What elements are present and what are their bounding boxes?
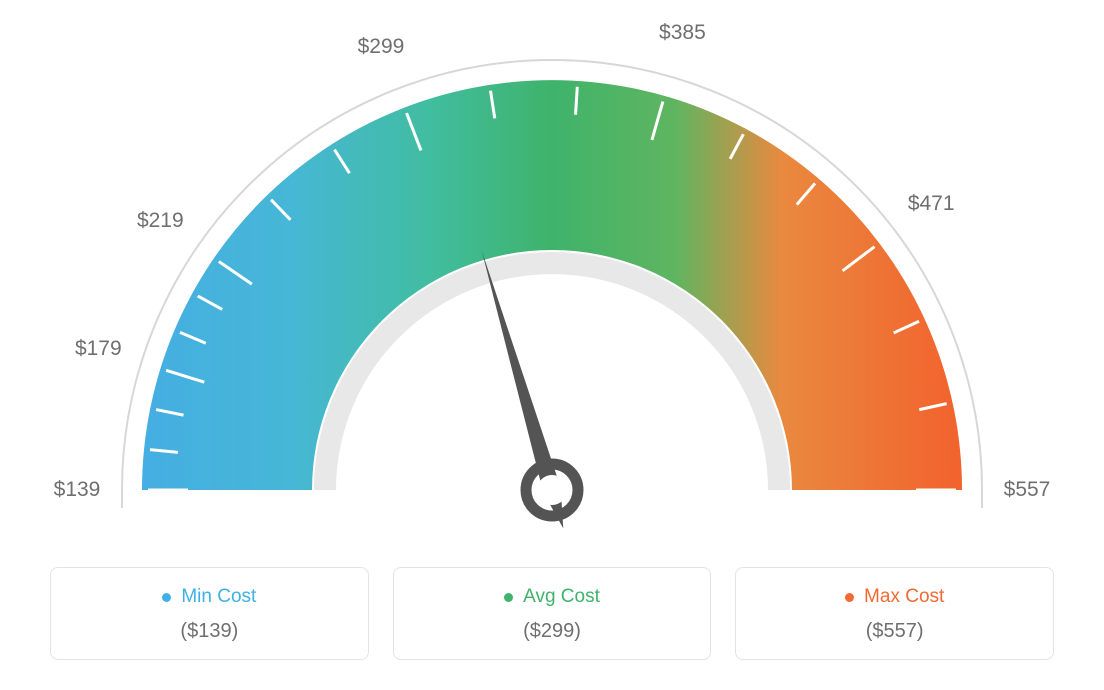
legend-card-min: Min Cost ($139) bbox=[50, 567, 369, 660]
legend-label-avg: Avg Cost bbox=[523, 586, 600, 608]
gauge-tick-label: $299 bbox=[358, 35, 405, 59]
legend-row: Min Cost ($139) Avg Cost ($299) Max Cost… bbox=[50, 567, 1054, 660]
legend-label-min: Min Cost bbox=[181, 586, 256, 608]
gauge-svg bbox=[0, 0, 1104, 560]
legend-card-max: Max Cost ($557) bbox=[735, 567, 1054, 660]
legend-title-avg: Avg Cost bbox=[504, 586, 600, 608]
gauge-area: $139 $179 $219 $299 $385 $471 $557 bbox=[0, 0, 1104, 560]
legend-label-max: Max Cost bbox=[864, 586, 944, 608]
legend-value-max: ($557) bbox=[746, 620, 1043, 643]
legend-title-max: Max Cost bbox=[845, 586, 944, 608]
legend-title-min: Min Cost bbox=[162, 586, 256, 608]
legend-dot-max bbox=[845, 593, 854, 602]
gauge-tick-label: $557 bbox=[1004, 478, 1051, 502]
gauge-tick-label: $385 bbox=[659, 21, 706, 45]
legend-value-avg: ($299) bbox=[404, 620, 701, 643]
gauge-tick-label: $471 bbox=[908, 192, 955, 216]
gauge-tick-label: $139 bbox=[54, 478, 101, 502]
gauge-tick-label: $179 bbox=[75, 337, 122, 361]
cost-gauge-chart: $139 $179 $219 $299 $385 $471 $557 Min Cost ($… bbox=[0, 0, 1104, 690]
legend-dot-avg bbox=[504, 593, 513, 602]
legend-dot-min bbox=[162, 593, 171, 602]
legend-card-avg: Avg Cost ($299) bbox=[393, 567, 712, 660]
legend-value-min: ($139) bbox=[61, 620, 358, 643]
gauge-tick-label: $219 bbox=[137, 209, 184, 233]
